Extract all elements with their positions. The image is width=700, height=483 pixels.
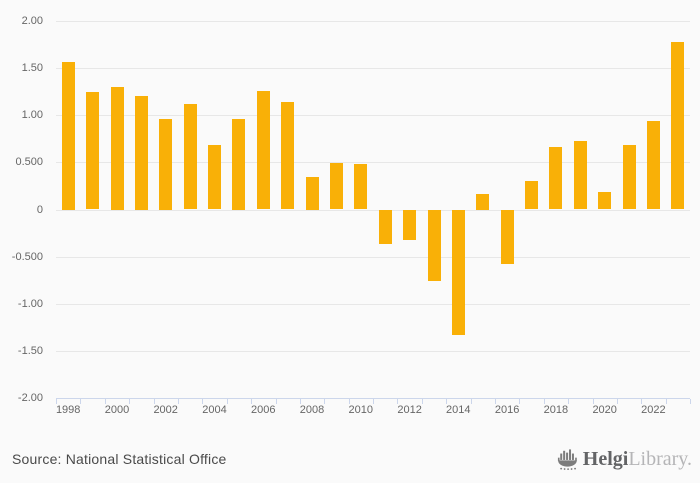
x-axis-tick	[226, 399, 228, 404]
bar-2023[interactable]	[671, 41, 685, 210]
y-axis-label--2.00: -2.00	[17, 392, 43, 404]
logo-text-primary: Helgi	[582, 448, 629, 470]
bar-2015[interactable]	[476, 193, 490, 210]
gridline	[56, 303, 690, 305]
x-axis-tick	[616, 399, 618, 404]
bar-2021[interactable]	[622, 145, 636, 210]
x-axis-tick	[470, 399, 472, 404]
bar-2001[interactable]	[134, 95, 148, 210]
x-axis-tick	[80, 399, 82, 404]
y-axis-label-1.00: 1.00	[21, 109, 43, 122]
x-axis-tick	[251, 399, 253, 404]
x-axis-label-1998: 1998	[55, 404, 81, 416]
x-axis-label-2016: 2016	[494, 404, 520, 416]
bar-2004[interactable]	[208, 145, 221, 210]
x-axis-tick	[275, 399, 277, 404]
x-axis-tick	[202, 399, 204, 404]
x-axis-label-2002: 2002	[153, 404, 178, 416]
bar-2009[interactable]	[329, 163, 343, 210]
x-axis-tick	[519, 399, 521, 404]
gridline	[56, 256, 690, 258]
gridline	[56, 162, 690, 164]
bar-2016[interactable]	[500, 209, 514, 265]
logo-wordmark: HelgiLibrary.	[583, 448, 692, 470]
chart-footer: Source: National Statistical Office	[12, 443, 692, 475]
y-axis-label--1.50: -1.50	[17, 344, 43, 357]
bar-2005[interactable]	[232, 119, 246, 210]
x-axis-tick	[324, 399, 326, 404]
y-axis-label--1.00: -1.00	[17, 297, 43, 310]
bar-2000[interactable]	[110, 87, 124, 210]
bar-2013[interactable]	[427, 209, 441, 282]
helgi-ship-icon	[557, 448, 579, 471]
x-axis-label-2010: 2010	[348, 404, 374, 416]
plot-area	[56, 21, 691, 404]
bar-2022[interactable]	[646, 120, 660, 210]
logo-text-secondary: Library.	[628, 448, 692, 470]
x-axis-tick	[348, 399, 350, 404]
x-axis-tick	[543, 399, 545, 404]
bar-2018[interactable]	[549, 147, 563, 210]
x-axis-label-2018: 2018	[543, 404, 569, 416]
x-axis-label-2000: 2000	[104, 404, 130, 416]
gridline	[56, 68, 690, 70]
gridline	[56, 350, 690, 352]
y-axis-label-2.00: 2.00	[21, 15, 43, 27]
x-axis-tick	[129, 399, 131, 404]
bar-2017[interactable]	[525, 181, 538, 210]
bar-2019[interactable]	[573, 140, 587, 210]
bar-2002[interactable]	[159, 119, 173, 210]
x-axis-label-2006: 2006	[251, 404, 276, 416]
x-axis-tick	[397, 399, 399, 404]
x-axis-label-2004: 2004	[202, 404, 227, 416]
x-axis-label-2014: 2014	[446, 404, 471, 416]
x-axis-tick	[665, 399, 667, 404]
x-axis-tick	[373, 399, 374, 404]
x-axis-tick	[494, 399, 496, 404]
x-axis-label-2008: 2008	[299, 404, 325, 416]
bar-2010[interactable]	[354, 164, 368, 210]
x-axis-tick	[446, 399, 448, 404]
bar-2008[interactable]	[305, 176, 319, 210]
bar-2014[interactable]	[451, 209, 465, 335]
y-axis-label-0.500: 0.500	[15, 156, 43, 169]
gridline	[56, 115, 690, 117]
gridline	[56, 209, 690, 211]
x-axis-tick	[568, 399, 570, 404]
y-axis-label-1.50: 1.50	[21, 62, 43, 75]
x-axis-label-2012: 2012	[397, 404, 422, 416]
y-axis-label--0.500: -0.500	[11, 250, 43, 263]
x-axis-tick	[299, 399, 301, 404]
bar-2003[interactable]	[183, 103, 197, 210]
bar-2006[interactable]	[256, 90, 270, 210]
bar-2012[interactable]	[403, 209, 417, 240]
bar-1999[interactable]	[86, 91, 100, 210]
helgi-library-logo: HelgiLibrary.	[557, 448, 692, 471]
source-note: Source: National Statistical Office	[12, 451, 227, 467]
x-axis-line	[56, 398, 690, 399]
x-axis-tick	[177, 399, 179, 404]
x-axis-tick	[592, 399, 594, 404]
bar-2020[interactable]	[598, 191, 612, 210]
bar-2011[interactable]	[378, 209, 392, 245]
x-axis-label-2022: 2022	[641, 404, 666, 416]
bar-2007[interactable]	[281, 102, 295, 210]
x-axis-tick	[421, 399, 423, 404]
x-axis-tick	[690, 399, 691, 404]
x-axis-tick	[641, 399, 643, 404]
x-axis-label-2020: 2020	[592, 404, 617, 416]
x-axis-tick	[153, 399, 155, 404]
y-axis-label-0: 0	[36, 203, 43, 216]
x-axis-tick	[104, 399, 106, 404]
x-axis-tick	[56, 399, 57, 404]
bar-1998[interactable]	[61, 61, 75, 210]
gridline	[56, 21, 690, 22]
